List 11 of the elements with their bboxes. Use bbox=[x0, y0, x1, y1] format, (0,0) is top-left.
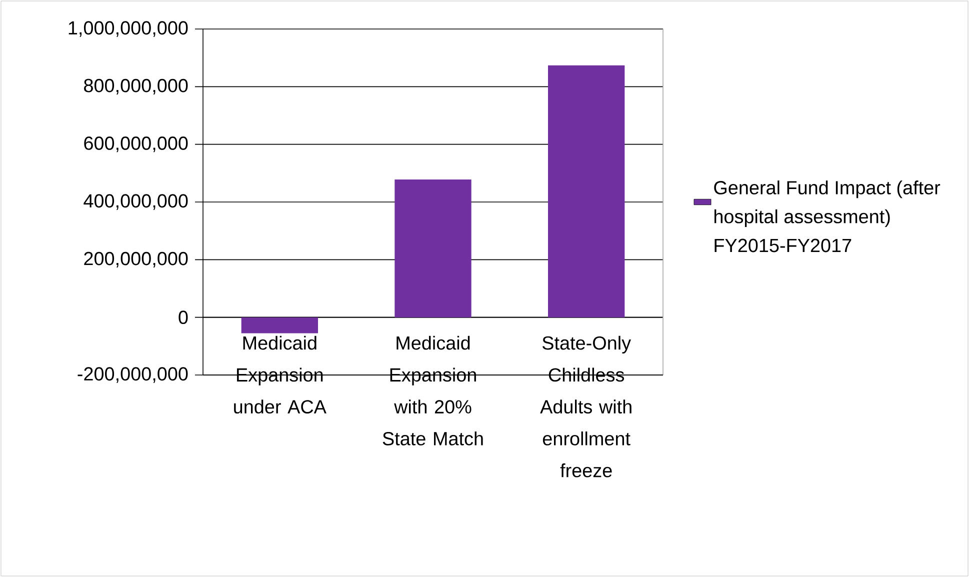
y-tick-label: 600,000,000 bbox=[84, 136, 188, 152]
bar bbox=[394, 180, 472, 318]
legend-label: General Fund Impact (after hospital assessment) FY2015-FY2017 bbox=[714, 180, 940, 252]
y-tick-label: 1,000,000,000 bbox=[68, 21, 188, 37]
bar bbox=[548, 65, 625, 318]
y-tick-label: 200,000,000 bbox=[84, 252, 188, 268]
y-tick-label: 0 bbox=[178, 310, 188, 324]
bar bbox=[241, 317, 318, 334]
y-tick-label: -200,000,000 bbox=[78, 367, 188, 383]
y-tick-label: 800,000,000 bbox=[84, 78, 188, 94]
y-tick-label: 400,000,000 bbox=[84, 194, 188, 210]
